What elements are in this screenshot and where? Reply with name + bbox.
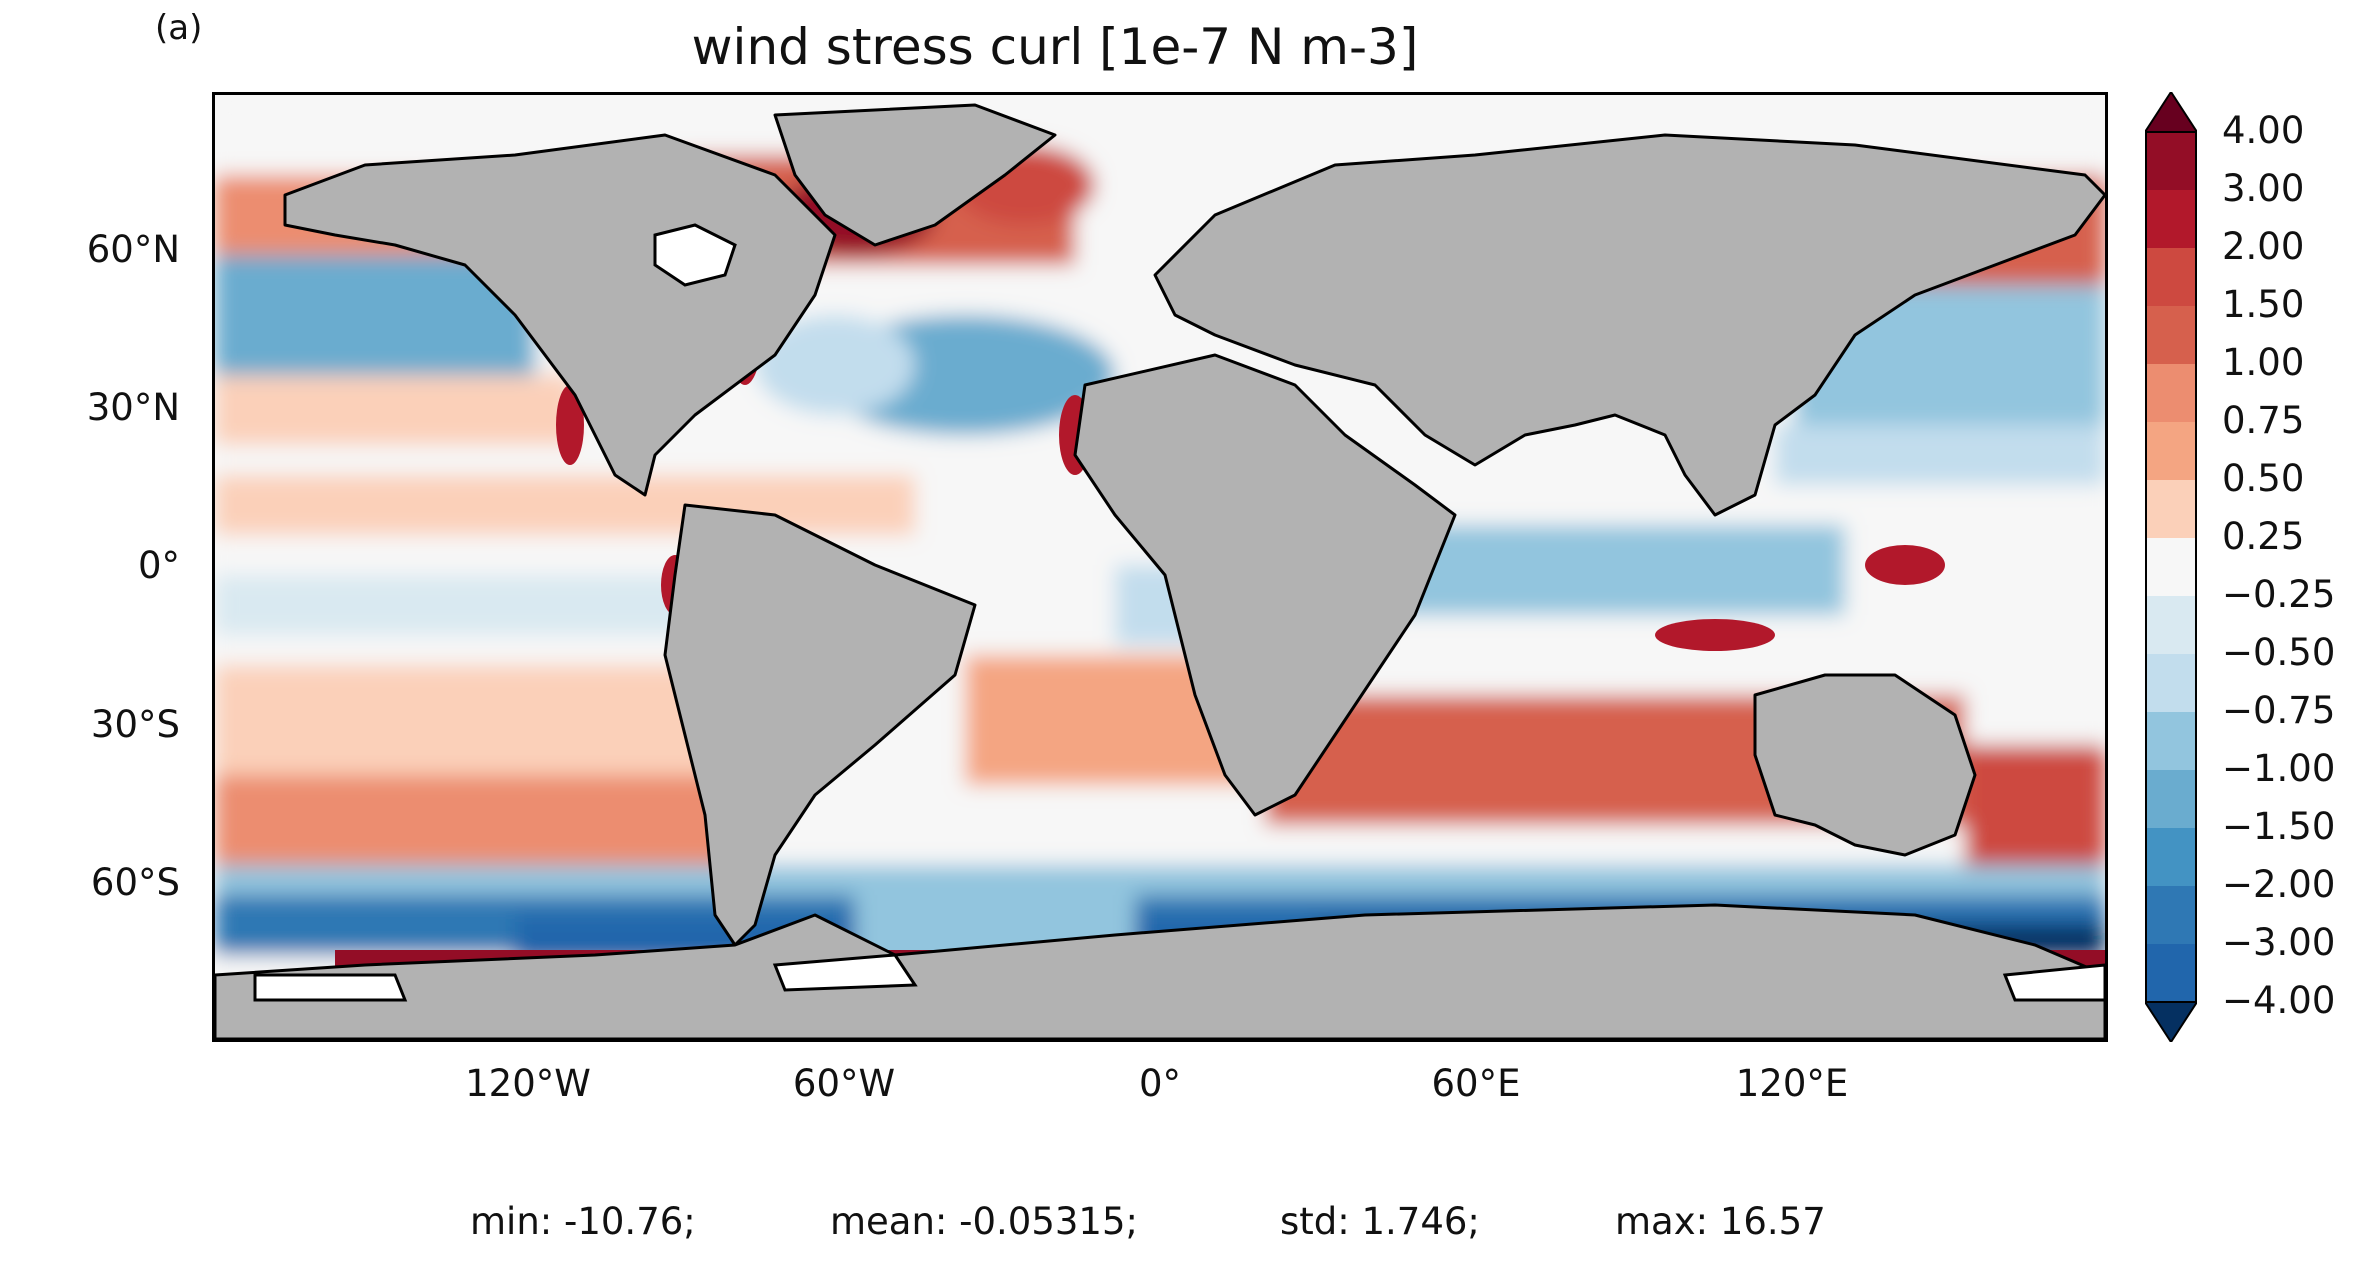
colorbar-tick-label: 0.25 <box>2222 515 2305 558</box>
colorbar-bin <box>2145 190 2197 249</box>
colorbar-tick-label: 0.50 <box>2222 457 2305 500</box>
colorbar-bin <box>2145 770 2197 829</box>
y-tick-label: 0° <box>137 544 180 587</box>
colorbar-bin <box>2145 596 2197 655</box>
colorbar-bin <box>2145 712 2197 771</box>
colorbar-tick-label: 1.50 <box>2222 283 2305 326</box>
colorbar-bin <box>2145 538 2197 597</box>
stat-min: min: -10.76; <box>470 1200 696 1243</box>
stat-std: std: 1.746; <box>1280 1200 1480 1243</box>
colorbar-tick-label: 3.00 <box>2222 167 2305 210</box>
y-tick-label: 30°N <box>86 386 180 429</box>
colorbar-outline <box>2145 131 2197 1003</box>
colorbar-tick-label: −0.75 <box>2222 689 2336 732</box>
colorbar-bin <box>2145 306 2197 365</box>
x-tick-label: 120°W <box>465 1062 591 1105</box>
colorbar-bin <box>2145 828 2197 887</box>
x-tick-label: 60°E <box>1431 1062 1521 1105</box>
colorbar-tick-label: 2.00 <box>2222 225 2305 268</box>
stat-mean: mean: -0.05315; <box>830 1200 1138 1243</box>
y-tick-label: 60°N <box>86 228 180 271</box>
colorbar <box>2145 92 2197 1042</box>
colorbar-extend-max <box>2145 92 2197 133</box>
x-tick-label: 60°W <box>792 1062 896 1105</box>
colorbar-tick-label: −3.00 <box>2222 921 2336 964</box>
colorbar-tick-label: −4.00 <box>2222 979 2336 1022</box>
colorbar-tick-label: 1.00 <box>2222 341 2305 384</box>
colorbar-tick-label: −0.50 <box>2222 631 2336 674</box>
x-tick-label: 120°E <box>1735 1062 1849 1105</box>
map-title: wind stress curl [1e-7 N m-3] <box>691 18 1419 76</box>
colorbar-tick-label: −2.00 <box>2222 863 2336 906</box>
x-tick-label: 0° <box>1138 1062 1182 1105</box>
colorbar-bin <box>2145 248 2197 307</box>
wind-stress-curl-map <box>215 95 2105 1039</box>
sea-ice <box>253 223 2105 1002</box>
colorbar-tick-label: 4.00 <box>2222 109 2305 152</box>
colorbar-tick-label: −1.50 <box>2222 805 2336 848</box>
colorbar-bin <box>2145 944 2197 1003</box>
colorbar-bin <box>2145 422 2197 481</box>
colorbar-tick-label: −1.00 <box>2222 747 2336 790</box>
colorbar-bin <box>2145 132 2197 191</box>
colorbar-tick-label: 0.75 <box>2222 399 2305 442</box>
colorbar-extend-min <box>2145 1001 2197 1042</box>
colorbar-bin <box>2145 480 2197 539</box>
y-tick-label: 60°S <box>90 861 180 904</box>
colorbar-bin <box>2145 364 2197 423</box>
panel-label: (a) <box>155 8 203 48</box>
colorbar-bin <box>2145 654 2197 713</box>
colorbar-tick-label: −0.25 <box>2222 573 2336 616</box>
stat-max: max: 16.57 <box>1615 1200 1826 1243</box>
colorbar-bin <box>2145 886 2197 945</box>
map-plot-area <box>212 92 2108 1042</box>
y-tick-label: 30°S <box>90 703 180 746</box>
